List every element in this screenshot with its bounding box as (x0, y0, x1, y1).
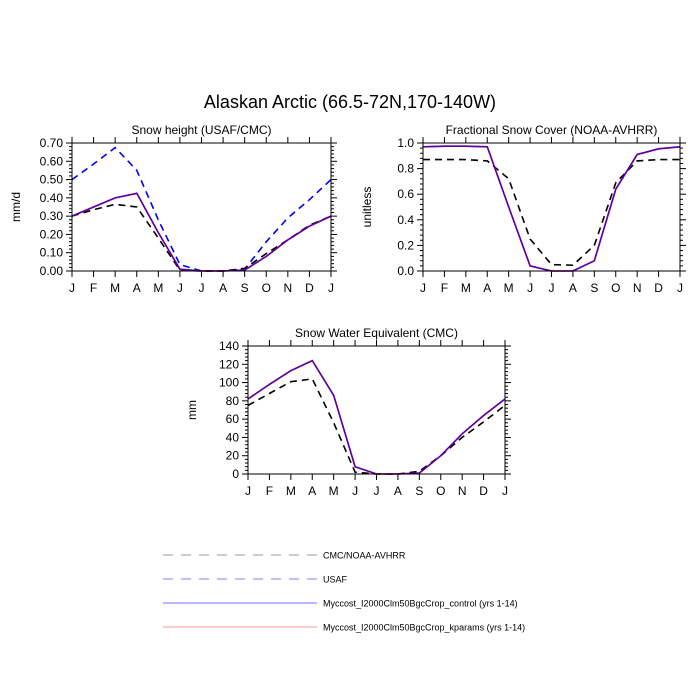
panel-2: Fractional Snow Cover (NOAA-AVHRR) unitle… (360, 123, 686, 295)
legend-label: USAF (323, 575, 348, 585)
x-tick-label: A (569, 281, 577, 295)
y-tick-label: 1.0 (397, 136, 414, 150)
x-tick-label: M (153, 281, 163, 295)
plot-frame (247, 345, 506, 475)
y-tick-label: 0.70 (40, 136, 64, 150)
x-tick-label: J (420, 281, 426, 295)
y-axis-label: mm/d (9, 192, 23, 222)
legend-label: Myccost_I2000Clm50BgcCrop_kparams (yrs 1… (323, 623, 525, 633)
y-tick-label: 0.0 (397, 264, 414, 278)
x-tick-label: F (90, 281, 97, 295)
legend-item: CMC/NOAA-AVHRR (163, 551, 406, 561)
y-tick-label: 140 (219, 339, 239, 353)
x-tick-label: A (308, 484, 316, 498)
y-tick-label: 0.8 (397, 162, 414, 176)
y-tick-label: 0.10 (40, 246, 64, 260)
x-tick-label: J (245, 484, 251, 498)
y-tick-label: 0.2 (397, 238, 414, 252)
x-tick-label: M (286, 484, 296, 498)
x-tick-label: M (461, 281, 471, 295)
panel-title: Fractional Snow Cover (NOAA-AVHRR) (446, 123, 658, 137)
y-tick-label: 0 (232, 467, 239, 481)
plot-frame (422, 142, 681, 272)
legend-item: Myccost_I2000Clm50BgcCrop_kparams (yrs 1… (163, 623, 525, 633)
y-tick-label: 0.4 (397, 213, 414, 227)
x-tick-label: M (504, 281, 514, 295)
series-kparams-line (422, 145, 681, 272)
y-tick-label: 0.20 (40, 227, 64, 241)
series-obs-line (423, 158, 680, 267)
x-tick-label: S (590, 281, 598, 295)
x-tick-label: S (241, 281, 249, 295)
x-tick-label: J (199, 281, 205, 295)
y-axis-label: unitless (360, 187, 374, 228)
series-usaf-line (71, 146, 332, 272)
x-tick-label: D (479, 484, 488, 498)
x-tick-label: J (352, 484, 358, 498)
series-kparams-line (247, 359, 506, 475)
x-tick-label: N (633, 281, 642, 295)
x-tick-label: J (502, 484, 508, 498)
y-tick-label: 100 (219, 376, 239, 390)
y-tick-label: 0.40 (40, 191, 64, 205)
y-tick-label: 0.50 (40, 173, 64, 187)
x-tick-label: J (69, 281, 75, 295)
y-tick-label: 40 (226, 430, 240, 444)
x-tick-label: D (305, 281, 314, 295)
x-tick-label: O (436, 484, 445, 498)
series-control-line (422, 145, 681, 272)
panel-3: Snow Water Equivalent (CMC)mmJ F M A M J J A S O N… (185, 326, 511, 498)
x-tick-label: J (328, 281, 334, 295)
y-tick-label: 0.6 (397, 187, 414, 201)
y-tick-label: 0.60 (40, 154, 64, 168)
y-tick-label: 0.30 (40, 209, 64, 223)
y-tick-label: 120 (219, 357, 239, 371)
x-tick-label: D (654, 281, 663, 295)
y-tick-label: 80 (226, 394, 240, 408)
panel-title: Snow Water Equivalent (CMC) (295, 326, 458, 340)
series-obs-line (247, 378, 506, 475)
x-tick-label: J (527, 281, 533, 295)
legend-label: CMC/NOAA-AVHRR (323, 551, 406, 561)
x-tick-label: F (266, 484, 273, 498)
x-tick-label: M (329, 484, 339, 498)
y-tick-label: 20 (226, 449, 240, 463)
x-tick-label: F (441, 281, 448, 295)
x-tick-label: M (110, 281, 120, 295)
x-tick-label: A (133, 281, 141, 295)
legend-item: Myccost_I2000Clm50BgcCrop_control (yrs 1… (163, 599, 518, 609)
x-tick-label: J (677, 281, 683, 295)
y-axis-label: mm (185, 400, 199, 420)
x-tick-label: A (483, 281, 491, 295)
x-tick-label: J (374, 484, 380, 498)
x-tick-label: J (177, 281, 183, 295)
x-tick-label: N (283, 281, 292, 295)
panel-title: Snow height (USAF/CMC) (131, 123, 271, 137)
legend-label: Myccost_I2000Clm50BgcCrop_control (yrs 1… (323, 599, 518, 609)
series-control-line (247, 359, 506, 475)
x-tick-label: O (611, 281, 620, 295)
x-tick-label: A (219, 281, 227, 295)
x-tick-label: J (549, 281, 555, 295)
legend-item: USAF (163, 575, 348, 585)
y-tick-label: 60 (226, 412, 240, 426)
x-tick-label: S (415, 484, 423, 498)
panel-1: Snow height (USAF/CMC)mm/dJ F M A M J J A S O N D J0… (9, 123, 337, 295)
figure-title: Alaskan Arctic (66.5-72N,170-140W) (204, 92, 496, 112)
x-tick-label: A (394, 484, 402, 498)
legend: CMC/NOAA-AVHRR USAF Myccost_I2000Clm50BgcC… (163, 551, 525, 633)
y-tick-label: 0.00 (40, 264, 64, 278)
x-tick-label: O (262, 281, 271, 295)
x-tick-label: N (458, 484, 467, 498)
plot-frame (71, 142, 332, 272)
